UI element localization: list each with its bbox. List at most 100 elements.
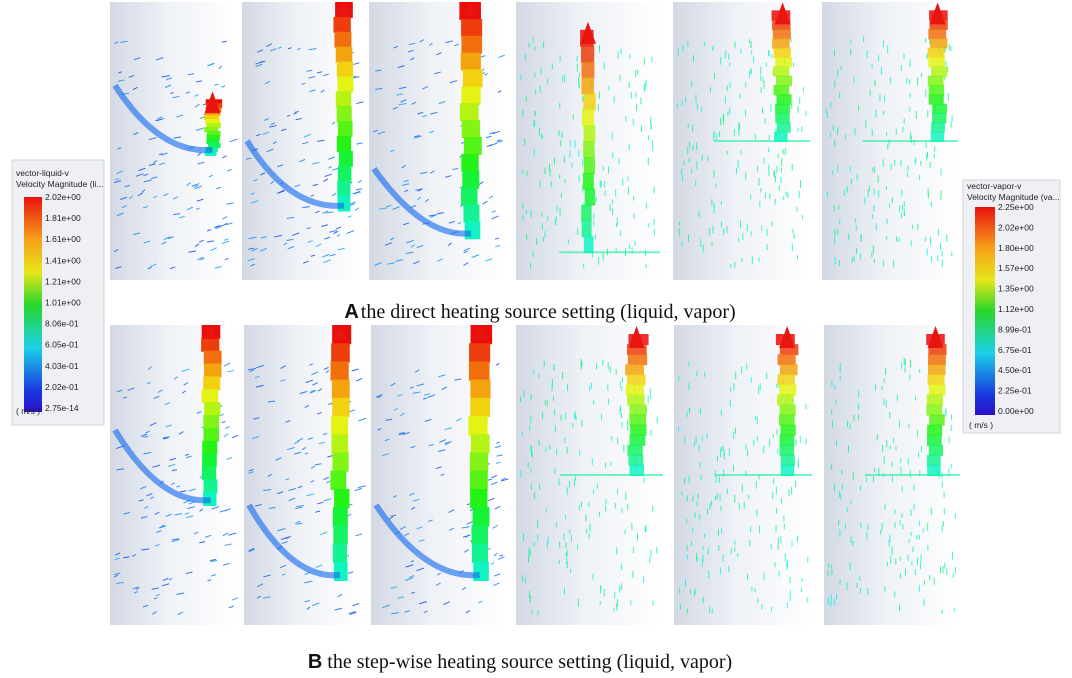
vector-arrow bbox=[497, 139, 502, 142]
vector-arrow bbox=[377, 428, 382, 431]
vector-arrow bbox=[196, 411, 202, 414]
plume-segment bbox=[337, 76, 354, 93]
vector-arrow bbox=[257, 49, 264, 53]
vector-arrow bbox=[269, 125, 277, 128]
plume-arrow bbox=[580, 21, 596, 44]
vector-arrow bbox=[294, 184, 301, 188]
plume-segment bbox=[627, 394, 645, 406]
vector-arrow bbox=[496, 454, 503, 457]
vector-arrow bbox=[295, 118, 302, 121]
plume-segment bbox=[472, 507, 490, 527]
plume-segment bbox=[469, 343, 491, 363]
plume-segment bbox=[629, 404, 647, 416]
vector-arrow bbox=[149, 422, 157, 427]
legend-label: 8.99e-01 bbox=[998, 324, 1032, 334]
vector-arrow bbox=[259, 172, 266, 176]
vector-arrow bbox=[317, 388, 323, 392]
vector-arrow bbox=[253, 178, 258, 182]
vector-arrow bbox=[304, 600, 310, 603]
plume-segment bbox=[461, 86, 481, 105]
vector-arrow bbox=[143, 179, 152, 183]
vector-arrow bbox=[248, 548, 256, 553]
vector-arrow bbox=[321, 224, 328, 227]
vector-arrow bbox=[414, 135, 420, 138]
plume-segment bbox=[926, 404, 943, 416]
vector-arrow bbox=[286, 447, 295, 451]
vector-arrow bbox=[114, 180, 122, 184]
vector-arrow bbox=[308, 76, 316, 79]
vector-arrow bbox=[114, 178, 120, 181]
plume-segment bbox=[470, 379, 491, 399]
vector-arrow bbox=[206, 229, 212, 232]
vector-arrow bbox=[120, 196, 128, 200]
plume-segment bbox=[332, 397, 350, 418]
vector-arrow bbox=[207, 62, 214, 67]
vector-arrow bbox=[440, 473, 445, 476]
vector-arrow bbox=[317, 501, 324, 505]
vector-arrow bbox=[294, 110, 299, 113]
vector-arrow bbox=[404, 610, 410, 613]
vector-arrow bbox=[495, 461, 501, 464]
vector-arrow bbox=[163, 236, 171, 240]
vector-arrow bbox=[298, 159, 306, 163]
vector-arrow bbox=[410, 445, 416, 449]
vector-arrow bbox=[286, 238, 294, 242]
vector-arrow bbox=[331, 121, 336, 125]
legend-label: 1.41e+00 bbox=[45, 255, 81, 265]
vector-arrow bbox=[296, 504, 304, 508]
vector-arrow bbox=[396, 393, 403, 397]
plume-segment bbox=[337, 180, 351, 197]
vector-arrow bbox=[329, 254, 336, 257]
vector-arrow bbox=[248, 236, 257, 240]
plume-segment bbox=[203, 350, 222, 365]
plume-arrow bbox=[779, 326, 796, 348]
vector-arrow bbox=[410, 244, 416, 248]
plume-segment bbox=[468, 361, 490, 381]
vector-arrow bbox=[398, 86, 407, 90]
vector-arrow bbox=[478, 600, 483, 604]
vector-arrow bbox=[356, 377, 363, 382]
vector-arrow bbox=[170, 266, 176, 270]
vector-arrow bbox=[385, 418, 392, 421]
vector-arrow bbox=[312, 183, 318, 187]
vector-arrow bbox=[226, 222, 233, 226]
plume-segment bbox=[460, 52, 481, 71]
plume-segment bbox=[461, 35, 483, 54]
vector-arrow bbox=[353, 62, 360, 65]
vector-arrow bbox=[285, 420, 291, 423]
vector-arrow bbox=[188, 488, 196, 492]
legend-unit: ( m/s ) bbox=[969, 420, 993, 430]
vector-arrow bbox=[200, 257, 205, 261]
vector-arrow bbox=[135, 173, 144, 177]
vector-arrow bbox=[317, 411, 322, 415]
plume-segment bbox=[928, 94, 944, 105]
vector-arrow bbox=[142, 604, 149, 608]
vector-arrow bbox=[288, 497, 296, 502]
plume-segment bbox=[779, 344, 799, 356]
plume-segment bbox=[469, 470, 488, 490]
legend-label: 2.25e-01 bbox=[998, 386, 1032, 396]
vector-arrow bbox=[307, 437, 314, 440]
vector-arrow bbox=[315, 564, 323, 568]
vector-arrow bbox=[310, 465, 316, 469]
vector-arrow bbox=[255, 61, 264, 65]
vector-arrow bbox=[161, 152, 168, 156]
vector-arrow bbox=[221, 240, 230, 245]
vector-arrow bbox=[147, 266, 152, 270]
plume-segment bbox=[928, 364, 946, 376]
vector-arrow bbox=[427, 394, 436, 398]
vector-arrow bbox=[336, 234, 341, 237]
vector-arrow bbox=[194, 94, 199, 97]
vector-arrow bbox=[226, 457, 233, 460]
vector-arrow bbox=[438, 101, 446, 105]
vector-arrow bbox=[403, 222, 410, 226]
legend-label: 1.12e+00 bbox=[998, 304, 1034, 314]
plume-segment bbox=[582, 109, 595, 127]
vector-arrow bbox=[491, 210, 496, 213]
plume-segment bbox=[336, 106, 352, 123]
vector-arrow bbox=[231, 597, 239, 601]
plume-segment bbox=[336, 61, 354, 78]
vector-arrow bbox=[375, 394, 383, 398]
plume-segment bbox=[927, 424, 943, 436]
vector-arrow bbox=[171, 538, 180, 541]
